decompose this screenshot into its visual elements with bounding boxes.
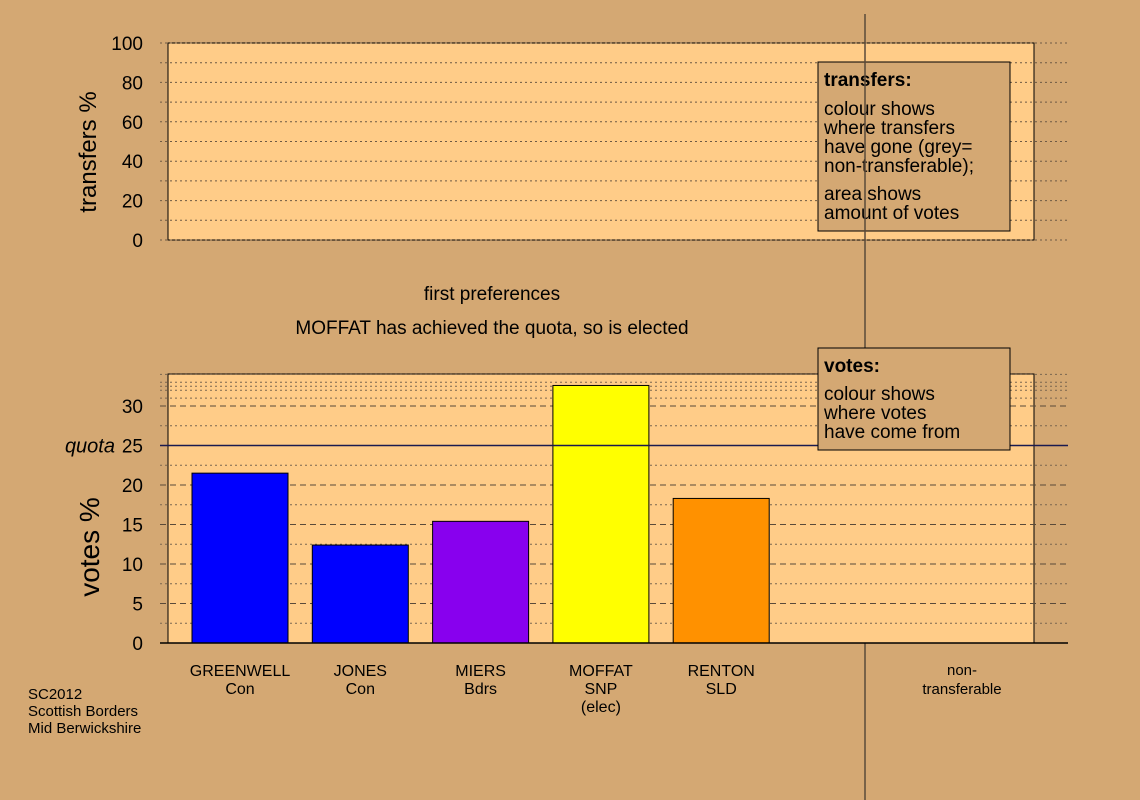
vote-bar xyxy=(552,384,650,644)
transfers-y-tick-label: 40 xyxy=(122,152,143,173)
votes-y-tick-label: 30 xyxy=(122,397,143,418)
transfers-y-ticks: 0 20 40 60 80 100 xyxy=(111,34,143,252)
category-label: Con xyxy=(346,681,375,698)
category-label: JONES xyxy=(334,663,387,680)
transfers-y-axis-label: transfers % xyxy=(75,91,102,212)
votes-y-axis-label: votes % xyxy=(74,497,105,597)
transfers-y-tick-label: 0 xyxy=(132,231,143,252)
transfers-legend-line: have gone (grey= xyxy=(824,137,972,158)
vote-bar xyxy=(191,472,289,644)
nontransferable-label-line: non- xyxy=(947,662,977,679)
category-label: MOFFAT xyxy=(569,663,633,680)
transfers-legend-title: transfers: xyxy=(824,70,912,91)
category-label: (elec) xyxy=(581,699,621,716)
footer-line: Scottish Borders xyxy=(28,703,138,720)
transfers-y-tick-label: 80 xyxy=(122,73,143,94)
category-label: RENTON xyxy=(688,663,755,680)
quota-label: quota xyxy=(65,436,115,458)
category-label: MIERS xyxy=(455,663,506,680)
votes-legend-line: where votes xyxy=(823,403,926,424)
transfers-legend-line: non-transferable); xyxy=(824,156,974,177)
votes-y-tick-label: 15 xyxy=(122,516,143,537)
transfers-y-tick-label: 60 xyxy=(122,113,143,134)
transfers-y-tick-label: 20 xyxy=(122,192,143,213)
transfers-legend-line: where transfers xyxy=(823,118,955,139)
votes-legend-line: have come from xyxy=(824,422,960,443)
vote-bar xyxy=(311,544,409,644)
category-label: SLD xyxy=(706,681,737,698)
category-label: Con xyxy=(225,681,254,698)
transfers-y-tick-label: 100 xyxy=(111,34,143,55)
nontransferable-label-line: transferable xyxy=(922,681,1001,698)
footer-line: SC2012 xyxy=(28,686,82,703)
votes-legend-line: colour shows xyxy=(824,384,935,405)
chart-subtitle: MOFFAT has achieved the quota, so is ele… xyxy=(295,318,688,339)
vote-bar xyxy=(672,497,770,644)
votes-legend-title: votes: xyxy=(824,356,880,377)
votes-y-tick-label: 0 xyxy=(132,634,143,655)
transfers-legend-line: area shows xyxy=(824,184,921,205)
transfers-legend-line: colour shows xyxy=(824,99,935,120)
votes-y-tick-label: 10 xyxy=(122,555,143,576)
footer-line: Mid Berwickshire xyxy=(28,720,141,737)
votes-y-tick-label: 25 xyxy=(122,437,143,458)
category-label: GREENWELL xyxy=(190,663,291,680)
category-label: SNP xyxy=(584,681,617,698)
transfers-legend-line: amount of votes xyxy=(824,203,959,224)
vote-bar xyxy=(432,520,530,644)
votes-y-tick-label: 20 xyxy=(122,476,143,497)
votes-y-tick-label: 5 xyxy=(132,595,143,616)
votes-category-labels: GREENWELLConJONESConMIERSBdrsMOFFATSNP(e… xyxy=(190,663,755,716)
chart-title: first preferences xyxy=(424,284,560,305)
votes-bars xyxy=(191,384,770,644)
nontransferable-label: non-transferable xyxy=(922,662,1001,698)
category-label: Bdrs xyxy=(464,681,497,698)
transfers-panel: 0 20 40 60 80 100 transfers % transfers: colo… xyxy=(75,34,1068,252)
votes-y-ticks: 0 5 10 15 20 25 30 xyxy=(122,397,143,655)
